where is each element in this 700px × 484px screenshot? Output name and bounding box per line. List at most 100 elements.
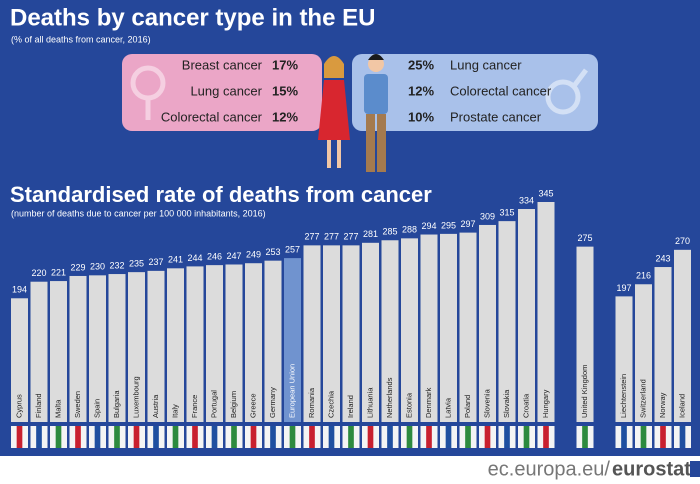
cancer-share: 25% bbox=[408, 57, 434, 72]
cancer-label: Colorectal cancer bbox=[450, 83, 552, 98]
x-tick-label: Ireland bbox=[346, 395, 355, 418]
value-label: 249 bbox=[246, 250, 261, 260]
cancer-label: Breast cancer bbox=[182, 57, 263, 72]
bar bbox=[50, 281, 67, 422]
x-tick-label: Iceland bbox=[677, 394, 686, 418]
flag bbox=[153, 426, 159, 448]
x-tick-label: Germany bbox=[268, 387, 277, 418]
value-label: 243 bbox=[655, 253, 670, 263]
x-tick-label: Austria bbox=[151, 394, 160, 418]
flag bbox=[348, 426, 354, 448]
bar bbox=[381, 240, 399, 422]
bar bbox=[284, 258, 301, 422]
value-label: 297 bbox=[460, 219, 475, 229]
chart-subtitle: (number of deaths due to cancer per 100 … bbox=[11, 208, 266, 218]
flag bbox=[16, 426, 23, 448]
value-label: 197 bbox=[616, 283, 631, 293]
chart-title: Standardised rate of deaths from cancer bbox=[10, 182, 432, 207]
cancer-share: 15% bbox=[272, 83, 298, 98]
flag bbox=[172, 426, 179, 448]
footer-site: ec.europa.eu/ bbox=[488, 458, 611, 480]
value-label: 253 bbox=[265, 247, 280, 257]
value-label: 281 bbox=[363, 229, 378, 239]
x-tick-label: Lithuania bbox=[365, 387, 374, 418]
value-label: 235 bbox=[129, 259, 144, 269]
flag bbox=[231, 426, 237, 448]
flag bbox=[94, 426, 101, 448]
cancer-label: Lung cancer bbox=[190, 83, 262, 98]
bar bbox=[420, 234, 438, 422]
bar bbox=[89, 275, 106, 422]
value-label: 288 bbox=[402, 225, 417, 235]
value-label: 257 bbox=[285, 244, 300, 254]
x-tick-label: Hungary bbox=[541, 389, 550, 418]
x-tick-label: Spain bbox=[92, 399, 101, 418]
bar bbox=[635, 284, 652, 422]
cancer-share: 12% bbox=[272, 109, 298, 124]
x-tick-label: Poland bbox=[463, 395, 472, 418]
bar bbox=[206, 265, 223, 422]
eu-flag bbox=[690, 461, 700, 477]
bar bbox=[108, 274, 126, 422]
women-panel bbox=[122, 54, 322, 131]
value-label: 244 bbox=[187, 253, 202, 263]
value-label: 294 bbox=[421, 221, 436, 231]
value-label: 237 bbox=[148, 257, 163, 267]
x-tick-label: Sweden bbox=[73, 391, 82, 418]
bar bbox=[167, 268, 184, 422]
x-tick-label: Romania bbox=[307, 387, 316, 418]
cancer-share: 17% bbox=[272, 57, 298, 72]
flag bbox=[406, 426, 413, 448]
bar bbox=[303, 245, 321, 422]
bar bbox=[362, 242, 379, 422]
value-label: 246 bbox=[207, 252, 222, 262]
flag bbox=[133, 426, 140, 448]
x-tick-label: United Kingdom bbox=[580, 365, 589, 418]
value-label: 270 bbox=[675, 236, 690, 246]
men-panel bbox=[352, 54, 598, 131]
x-tick-label: Cyprus bbox=[14, 394, 23, 418]
flag bbox=[36, 426, 42, 448]
flag bbox=[523, 426, 530, 448]
flag bbox=[55, 426, 62, 448]
x-tick-label: Netherlands bbox=[385, 377, 394, 418]
bar bbox=[537, 202, 555, 422]
x-tick-label: Latvia bbox=[443, 397, 452, 418]
x-tick-label: Estonia bbox=[404, 392, 413, 418]
x-tick-label: Italy bbox=[170, 404, 179, 418]
bar bbox=[225, 264, 243, 422]
man-figure bbox=[364, 54, 388, 172]
bar bbox=[147, 270, 165, 422]
flag bbox=[270, 426, 276, 448]
x-tick-label: Czechia bbox=[326, 390, 335, 418]
bar bbox=[440, 233, 457, 422]
value-label: 221 bbox=[51, 267, 66, 277]
value-label: 247 bbox=[226, 251, 241, 261]
value-label: 194 bbox=[12, 285, 27, 295]
x-tick-label: Croatia bbox=[521, 393, 530, 418]
bar bbox=[323, 245, 340, 422]
value-label: 315 bbox=[499, 208, 514, 218]
x-tick-label: Slovenia bbox=[482, 388, 491, 418]
flag bbox=[250, 426, 257, 448]
footer-band bbox=[0, 456, 700, 484]
value-label: 277 bbox=[343, 232, 358, 242]
flag bbox=[679, 426, 686, 448]
flag bbox=[387, 426, 393, 448]
value-label: 277 bbox=[324, 232, 339, 242]
bar bbox=[459, 232, 477, 422]
cancer-label: Colorectal cancer bbox=[161, 109, 263, 124]
flag bbox=[504, 426, 510, 448]
bar bbox=[128, 272, 145, 422]
cancer-share: 12% bbox=[408, 83, 434, 98]
value-label: 309 bbox=[480, 211, 495, 221]
x-tick-label: Belgium bbox=[229, 391, 238, 418]
cancer-label: Lung cancer bbox=[450, 57, 522, 72]
value-label: 230 bbox=[90, 262, 105, 272]
bar bbox=[615, 296, 633, 422]
value-label: 229 bbox=[70, 262, 85, 272]
x-tick-label: Luxembourg bbox=[131, 376, 140, 418]
bar bbox=[674, 249, 691, 422]
flag bbox=[211, 426, 218, 448]
